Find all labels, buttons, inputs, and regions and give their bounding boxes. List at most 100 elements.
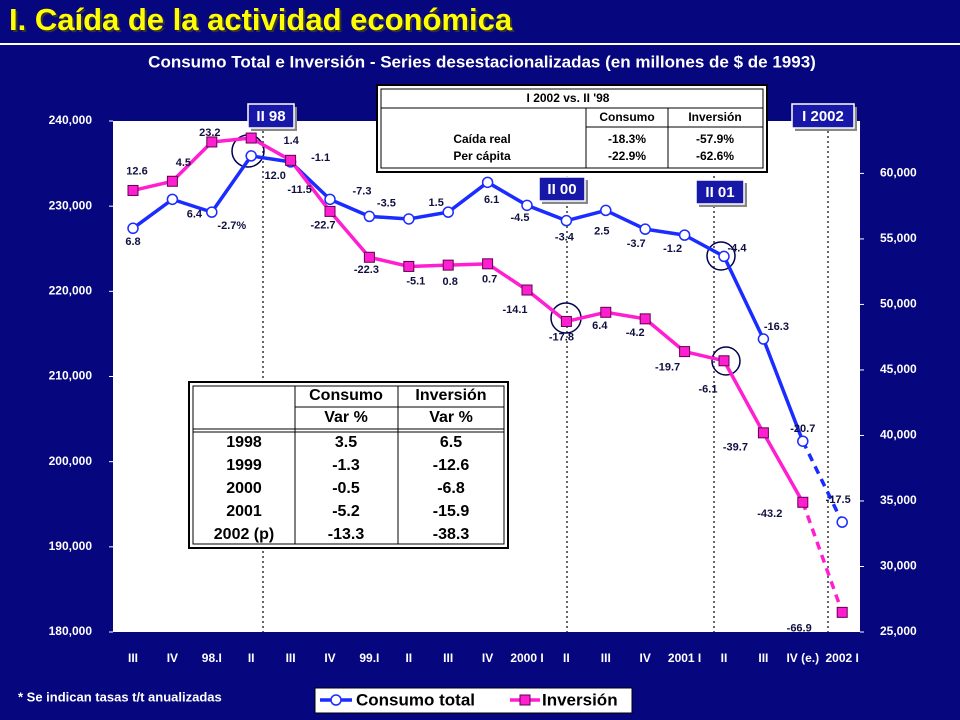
- x-tick-label: 2001 I: [667, 651, 702, 665]
- y-tick-label: 200,000: [49, 454, 93, 468]
- marker: [442, 206, 454, 218]
- table-cell: -62.6%: [696, 149, 734, 163]
- rate-label: -19.7: [655, 362, 680, 374]
- x-tick-label: IV: [166, 651, 179, 665]
- rate-label: 6.1: [484, 194, 499, 206]
- rate-label: -20.7: [790, 423, 815, 435]
- series-line: [131, 197, 174, 230]
- chart-subtitle: Consumo Total e Inversión - Series deses…: [148, 52, 816, 71]
- chart-title: I. Caída de la actividad económica: [9, 2, 513, 37]
- series-line: [171, 140, 214, 183]
- y-tick-label: 190,000: [49, 539, 93, 553]
- marker: [836, 606, 848, 618]
- table-cell: -57.9%: [696, 132, 734, 146]
- table-cell: -38.3: [433, 526, 470, 543]
- legend-marker: [519, 694, 531, 706]
- x-tick-label: 98.I: [201, 651, 222, 665]
- y2-tick-label: 30,000: [880, 559, 917, 573]
- marker: [678, 229, 691, 241]
- table-cell: -13.3: [328, 526, 365, 543]
- series-line: [761, 338, 805, 442]
- series-line: [132, 179, 173, 193]
- x-tick-label: 2000 I: [510, 651, 544, 665]
- series-line: [210, 154, 253, 214]
- marker: [403, 260, 415, 272]
- y2-tick-label: 40,000: [880, 428, 917, 442]
- legend-label: Consumo total: [356, 690, 475, 709]
- marker: [245, 132, 257, 144]
- marker: [639, 223, 651, 235]
- series-line: [525, 288, 568, 323]
- period-label: II 01: [705, 184, 734, 201]
- x-tick-label: IV (e.): [786, 651, 820, 665]
- rate-label: 12.6: [126, 165, 147, 177]
- period-box: [791, 103, 855, 129]
- table-frame-inner: [380, 88, 764, 169]
- series-line: [448, 262, 488, 267]
- rate-label: 2.5: [594, 225, 609, 237]
- series-line: [486, 262, 528, 292]
- marker: [560, 214, 573, 227]
- table-cell: -22.9%: [608, 149, 646, 163]
- marker: [560, 315, 572, 327]
- rate-label: -2.7%: [217, 220, 246, 232]
- table-frame: [376, 84, 768, 173]
- x-tick-label: III: [443, 651, 454, 665]
- marker: [679, 346, 691, 358]
- table-subheader: Var %: [324, 409, 368, 426]
- marker: [324, 193, 336, 206]
- marker: [836, 516, 848, 528]
- table-title: I 2002 vs. II '98: [527, 91, 610, 105]
- y-tick-label: 240,000: [49, 113, 93, 127]
- table-cell: -1.3: [332, 457, 360, 474]
- x-tick-label: III: [127, 651, 138, 665]
- x-tick-label: IV: [324, 651, 336, 665]
- series-line: [605, 310, 646, 321]
- table-header: Inversión: [688, 110, 741, 124]
- rate-label: 6.4: [187, 208, 203, 220]
- rate-label: 12.0: [264, 170, 285, 182]
- marker: [363, 210, 376, 223]
- table-header: Consumo: [599, 110, 654, 124]
- table-header: Consumo: [309, 387, 383, 404]
- marker: [481, 176, 494, 189]
- series-line: [328, 210, 371, 259]
- rate-label: -3.7: [627, 238, 646, 250]
- period-label: I 2002: [802, 108, 844, 125]
- table-cell: 1998: [226, 434, 262, 451]
- table-subheader: Var %: [429, 409, 473, 426]
- series-line: [408, 210, 449, 221]
- table-cell: -18.3%: [608, 132, 646, 146]
- table-frame: [188, 381, 509, 549]
- series-line: [526, 203, 568, 223]
- rate-label: 23.2: [199, 127, 220, 139]
- x-tick-label: III: [758, 651, 769, 665]
- rate-label: -16.3: [764, 321, 789, 333]
- rate-label: -3.4: [555, 232, 575, 244]
- x-tick-label: II: [247, 651, 255, 665]
- table-cell: 6.5: [440, 434, 462, 451]
- series-line: [408, 263, 449, 269]
- marker: [442, 259, 454, 271]
- series-line: [566, 310, 607, 324]
- series-line: [369, 255, 410, 269]
- period-label: II 00: [547, 181, 576, 198]
- marker: [166, 175, 178, 187]
- marker: [245, 150, 257, 162]
- y2-tick-label: 60,000: [880, 166, 917, 180]
- marker: [600, 204, 612, 217]
- marker: [757, 427, 769, 439]
- table-cell: -5.2: [332, 503, 360, 520]
- table-cell: 1999: [226, 457, 262, 474]
- marker: [206, 206, 218, 218]
- rate-label: -7.3: [353, 185, 372, 197]
- marker: [600, 306, 612, 318]
- legend-marker: [330, 694, 342, 706]
- x-tick-label: III: [600, 651, 611, 665]
- rate-label: -43.2: [757, 508, 782, 520]
- series-line: [605, 208, 646, 231]
- rate-label: -4.4: [728, 242, 748, 254]
- marker: [718, 355, 730, 367]
- series-line: [761, 431, 805, 504]
